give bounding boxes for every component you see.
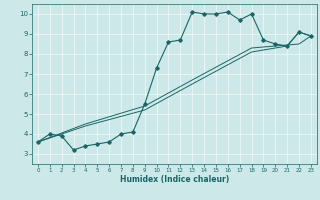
X-axis label: Humidex (Indice chaleur): Humidex (Indice chaleur) [120,175,229,184]
